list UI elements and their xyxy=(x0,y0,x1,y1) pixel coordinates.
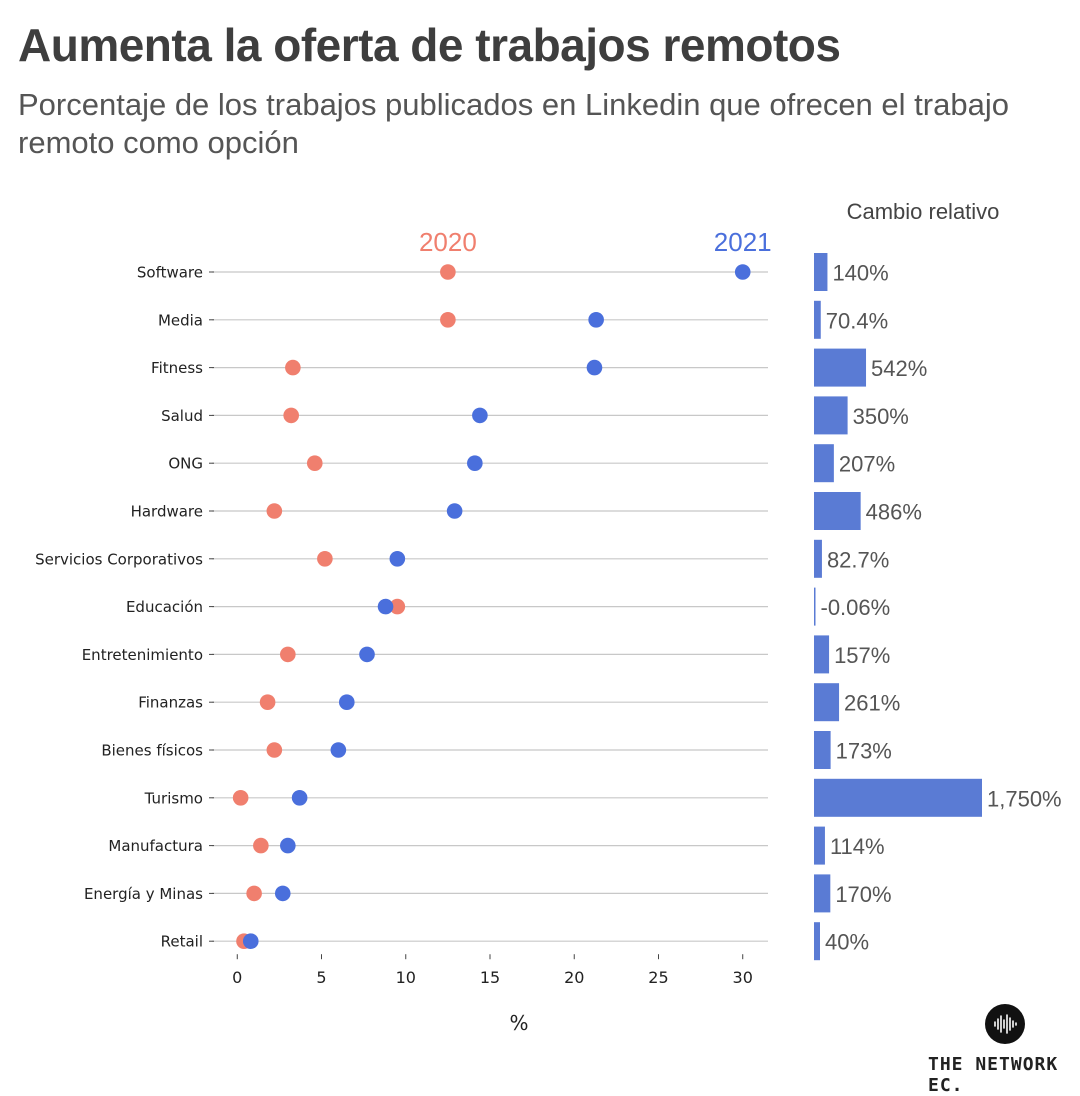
x-axis-label: % xyxy=(509,1011,528,1035)
category-label: Fitness xyxy=(151,359,203,377)
relative-change-bar xyxy=(814,683,840,722)
dot-2021 xyxy=(734,264,751,280)
dot-2020 xyxy=(246,885,262,902)
relative-change-label: 542% xyxy=(871,356,927,381)
dot-2021 xyxy=(377,598,394,615)
dot-2021 xyxy=(338,694,355,710)
brand-name: THE NETWORK EC. xyxy=(928,1054,1059,1096)
dot-2021 xyxy=(242,933,259,949)
dot-2020 xyxy=(285,359,301,376)
category-label: Retail xyxy=(161,933,203,951)
relative-change-bar xyxy=(814,826,825,865)
x-tick-label: 20 xyxy=(564,968,584,987)
category-label: Salud xyxy=(161,407,203,425)
relative-change-label: 261% xyxy=(844,691,900,716)
legend-2020: 2020 xyxy=(419,227,477,257)
dot-2021 xyxy=(274,885,291,902)
dot-2020 xyxy=(440,312,456,328)
relative-change-bar xyxy=(814,539,822,578)
relative-change-bar xyxy=(814,778,982,817)
dot-2020 xyxy=(283,407,299,424)
dot-2021 xyxy=(389,551,406,567)
x-tick-label: 30 xyxy=(733,968,753,987)
relative-change-label: -0.06% xyxy=(821,595,891,620)
category-label: Servicios Corporativos xyxy=(35,550,203,568)
relative-change-label: 157% xyxy=(834,643,890,668)
dot-2020 xyxy=(306,455,323,472)
dot-2020 xyxy=(317,551,333,567)
relative-change-bar xyxy=(814,922,820,961)
dot-2020 xyxy=(266,742,283,758)
relative-change-label: 114% xyxy=(830,834,885,859)
relative-change-title: Cambio relativo xyxy=(847,199,1000,224)
dot-2020 xyxy=(389,598,406,615)
category-label: Finanzas xyxy=(138,694,203,712)
category-label: Hardware xyxy=(131,503,203,521)
relative-change-bar xyxy=(814,444,834,483)
category-label: Educación xyxy=(126,598,203,616)
category-label: Turismo xyxy=(144,789,203,807)
relative-change-label: 70.4% xyxy=(826,308,888,333)
relative-change-bar xyxy=(814,300,821,339)
dot-2020 xyxy=(259,694,276,710)
relative-change-label: 207% xyxy=(839,452,895,477)
relative-change-label: 40% xyxy=(825,930,869,955)
dot-2020 xyxy=(440,264,456,280)
relative-change-bar xyxy=(814,396,848,435)
category-label: Software xyxy=(137,264,203,282)
dot-2021 xyxy=(586,359,603,376)
dot-2020 xyxy=(253,837,269,854)
relative-change-label: 82.7% xyxy=(827,547,889,572)
relative-change-label: 140% xyxy=(832,261,888,286)
x-tick-label: 15 xyxy=(480,968,500,987)
dot-2020 xyxy=(266,503,283,519)
podcast-logo-icon xyxy=(985,1004,1025,1044)
category-label: Energía y Minas xyxy=(84,885,203,903)
relative-change-bar xyxy=(814,587,816,626)
dot-2021 xyxy=(291,790,308,806)
relative-change-label: 486% xyxy=(866,500,922,525)
category-label: Manufactura xyxy=(108,837,203,855)
dot-2021 xyxy=(588,312,604,328)
category-label: Media xyxy=(158,311,203,329)
dot-2021 xyxy=(359,646,375,663)
category-label: Bienes físicos xyxy=(101,742,203,760)
dot-2021 xyxy=(446,503,463,519)
chart-title: Aumenta la oferta de trabajos remotos xyxy=(18,19,841,71)
x-tick-label: 0 xyxy=(232,968,242,987)
relative-change-bar xyxy=(814,635,830,674)
x-tick-label: 25 xyxy=(648,968,668,987)
legend-2021: 2021 xyxy=(714,227,772,257)
dot-2021 xyxy=(467,455,483,472)
relative-change-label: 1,750% xyxy=(987,786,1062,811)
relative-change-bar xyxy=(814,874,831,913)
x-tick-label: 10 xyxy=(396,968,416,987)
relative-change-bar xyxy=(814,731,831,769)
category-label: Entretenimiento xyxy=(82,646,203,664)
dot-2020 xyxy=(280,646,296,663)
relative-change-label: 173% xyxy=(836,739,892,764)
relative-change-label: 170% xyxy=(835,882,891,907)
dot-2020 xyxy=(232,790,249,806)
chart-subtitle: Porcentaje de los trabajos publicados en… xyxy=(18,87,1009,160)
relative-change-bar xyxy=(814,348,867,387)
relative-change-bar xyxy=(814,492,861,530)
dot-2021 xyxy=(330,742,347,758)
category-label: ONG xyxy=(168,455,203,473)
dot-2021 xyxy=(472,407,488,424)
relative-change-bar xyxy=(814,253,828,291)
x-tick-label: 5 xyxy=(316,968,326,987)
dot-2021 xyxy=(280,837,296,854)
relative-change-label: 350% xyxy=(853,404,909,429)
